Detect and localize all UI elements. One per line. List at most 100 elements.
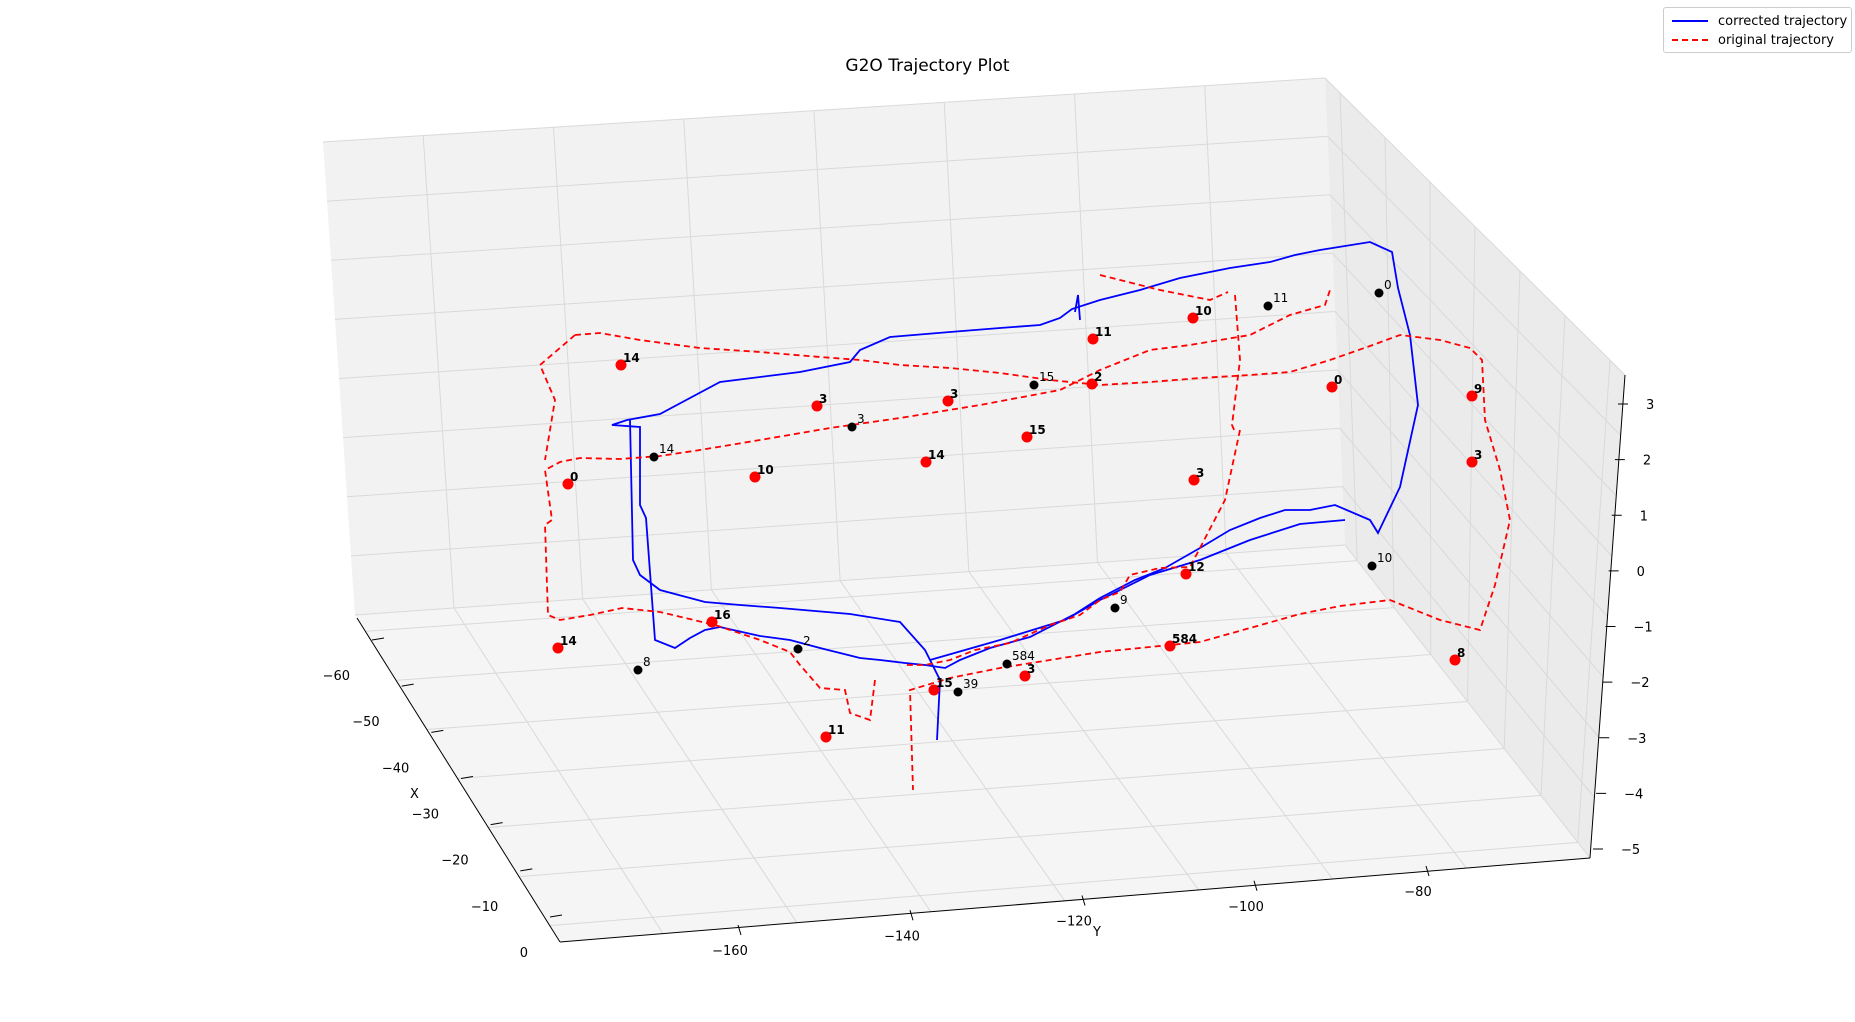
grid-line-x-floor <box>488 747 1505 829</box>
red-node-marker <box>1086 378 1098 390</box>
x-axis-line <box>356 617 561 943</box>
z-tick-label: −5 <box>1621 843 1640 858</box>
legend: corrected trajectory original trajectory <box>1663 7 1852 53</box>
black-node-marker <box>1110 603 1120 613</box>
black-node-label: 15 <box>1039 370 1054 384</box>
red-node-label: 9 <box>1474 382 1482 396</box>
y-axis-line <box>559 857 1591 943</box>
legend-swatch-original <box>1672 39 1708 41</box>
x-tick-mark <box>401 683 414 687</box>
red-node-marker <box>942 395 954 407</box>
legend-swatch-corrected <box>1672 20 1708 22</box>
z-tick-label: −4 <box>1624 787 1643 802</box>
z-tick-label: 2 <box>1643 454 1651 469</box>
red-node-label: 11 <box>828 723 845 737</box>
x-tick-label: −20 <box>441 854 468 869</box>
black-node-marker <box>633 665 643 675</box>
x-tick-label: −60 <box>323 669 350 684</box>
series-line-corrected <box>611 241 1419 669</box>
grid-line-z <box>334 252 1333 320</box>
grid-line-y <box>552 127 584 599</box>
chart-title: G2O Trajectory Plot <box>845 56 1010 76</box>
red-node-label: 0 <box>1334 373 1342 387</box>
series-line-corrected-b <box>629 419 1346 741</box>
grid-line-y <box>813 110 841 581</box>
grid-line-z <box>326 135 1328 202</box>
grid-line-x-floor <box>426 654 1431 730</box>
red-node-label: 15 <box>1029 423 1046 437</box>
grid-line-z <box>330 194 1331 261</box>
red-node-label: 8 <box>1457 646 1465 660</box>
red-node-marker <box>1188 474 1200 486</box>
y-tick-label: −120 <box>1056 915 1092 930</box>
black-node-label: 0 <box>1384 278 1392 292</box>
grid-line-z <box>354 544 1346 616</box>
z-tick-label: −1 <box>1634 621 1653 636</box>
y-tick-label: −100 <box>1228 900 1264 915</box>
red-node-label: 16 <box>714 608 731 622</box>
red-node-marker <box>1187 312 1199 324</box>
x-tick-mark <box>490 822 503 826</box>
black-node-marker <box>1367 561 1377 571</box>
y-tick-mark <box>1253 880 1258 891</box>
black-node-label: 2 <box>803 634 811 648</box>
black-node-label: 14 <box>659 442 674 456</box>
black-node-marker <box>1374 288 1384 298</box>
grid-line-x-right <box>1429 181 1432 655</box>
red-node-label: 3 <box>1196 466 1204 480</box>
legend-item-corrected: corrected trajectory <box>1672 12 1847 30</box>
z-tick-label: 0 <box>1637 565 1645 580</box>
red-node-label: 14 <box>623 351 640 365</box>
x-tick-label: −40 <box>382 761 409 776</box>
axes: −60−50−40−30−20−100 −160−140−120−100−8032… <box>323 374 1654 961</box>
red-node-label: 3 <box>1474 448 1482 462</box>
x-tick-label: −50 <box>352 715 379 730</box>
red-node-marker <box>1180 568 1192 580</box>
red-node-marker <box>1087 333 1099 345</box>
legend-label-corrected: corrected trajectory <box>1718 13 1848 29</box>
back-pane <box>323 78 1345 615</box>
black-node-label: 584 <box>1012 649 1035 663</box>
red-node-marker <box>920 456 932 468</box>
trajectories <box>538 241 1511 791</box>
red-node-marker <box>1164 640 1176 652</box>
red-node-marker <box>811 400 823 412</box>
black-node-marker <box>953 687 963 697</box>
grid-line-x-floor <box>395 607 1395 681</box>
grid-line-z <box>342 369 1338 439</box>
grid-line-x-right <box>1384 137 1395 608</box>
red-node-marker <box>706 616 718 628</box>
red-node-marker <box>1466 456 1478 468</box>
red-node-marker <box>615 359 627 371</box>
legend-label-original: original trajectory <box>1718 32 1834 48</box>
z-tick-label: −2 <box>1630 676 1649 691</box>
grid-line-y <box>943 102 970 572</box>
grid-line-y <box>683 118 712 590</box>
red-node-marker <box>1019 670 1031 682</box>
black-node-label: 10 <box>1377 551 1392 565</box>
grid-line-y <box>1074 93 1098 563</box>
y-tick-label: −140 <box>884 929 920 944</box>
red-node-marker <box>1021 431 1033 443</box>
red-node-label: 3 <box>1027 662 1035 676</box>
red-node-label: 584 <box>1172 632 1197 646</box>
black-node-label: 39 <box>963 677 978 691</box>
x-tick-mark <box>371 637 385 641</box>
x-tick-mark <box>520 868 533 872</box>
black-node-marker <box>1029 380 1039 390</box>
y-tick-mark <box>737 924 742 936</box>
red-node-label: 14 <box>560 634 577 648</box>
y-tick-label: −80 <box>1404 885 1431 900</box>
red-node-marker <box>928 684 940 696</box>
grid-line-x-floor <box>365 560 1358 632</box>
red-node-marker <box>562 478 574 490</box>
red-node-marker <box>820 731 832 743</box>
black-node-marker <box>649 452 659 462</box>
grid-line-z <box>346 427 1341 498</box>
z-tick-label: −3 <box>1627 732 1646 747</box>
x-tick-label: −10 <box>471 900 498 915</box>
grid-line-x-right <box>1339 92 1358 561</box>
x-tick-label: −30 <box>412 808 439 823</box>
x-tick-mark <box>431 729 444 733</box>
